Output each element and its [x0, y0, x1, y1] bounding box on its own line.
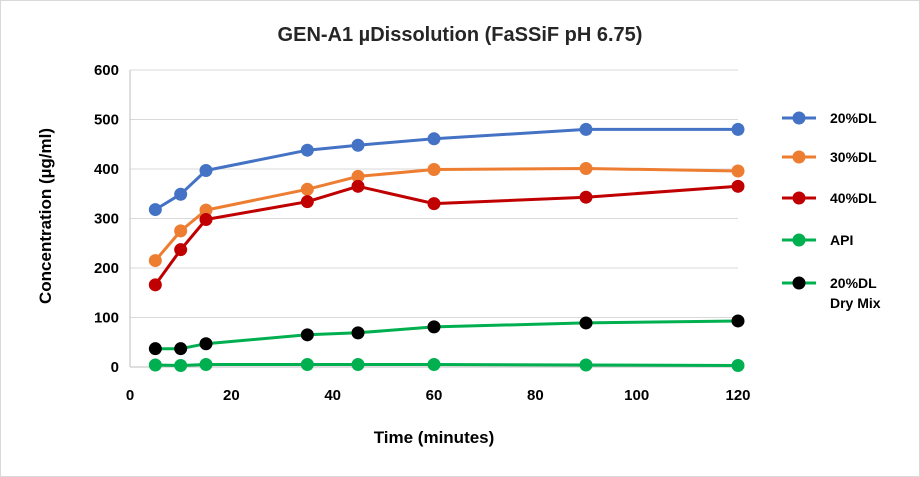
legend: 20%DL 30%DL 40%DL API 20%DL Dry Mix [782, 110, 881, 311]
legend-label: 20%DL [830, 275, 877, 291]
data-point [427, 162, 441, 176]
legend-swatch-marker [792, 111, 806, 125]
data-point [731, 122, 745, 136]
legend-label: Dry Mix [830, 295, 881, 311]
data-point [351, 138, 365, 152]
legend-swatch-marker [792, 150, 806, 164]
data-point [174, 187, 188, 201]
x-tick-label: 60 [426, 387, 443, 404]
y-tick-label: 100 [94, 310, 119, 327]
data-point [579, 162, 593, 176]
data-point [148, 278, 162, 292]
x-tick-label: 0 [126, 387, 134, 404]
data-point [579, 190, 593, 204]
x-tick-label: 40 [324, 387, 341, 404]
data-point [579, 358, 593, 372]
plot-series [148, 122, 745, 373]
y-tick-label: 0 [111, 359, 119, 376]
data-point [300, 182, 314, 196]
series-line [155, 319, 739, 351]
legend-label: API [830, 232, 853, 248]
y-tick-label: 500 [94, 112, 119, 129]
legend-swatch-marker [792, 276, 806, 290]
legend-item: 20%DL Dry Mix [782, 275, 881, 311]
data-point [199, 337, 213, 351]
series-3 [148, 179, 745, 292]
legend-label: 40%DL [830, 190, 877, 206]
data-point [731, 179, 745, 193]
data-point [351, 326, 365, 340]
legend-item: 30%DL [782, 149, 877, 165]
series-line [154, 184, 739, 286]
data-point [148, 358, 162, 372]
data-point [174, 359, 188, 373]
data-point [300, 328, 314, 342]
data-point [148, 254, 162, 268]
data-point [300, 195, 314, 209]
series-line [155, 363, 739, 367]
data-point [427, 197, 441, 211]
x-tick-label: 100 [624, 387, 649, 404]
data-point [199, 358, 213, 372]
x-axis-title: Time (minutes) [373, 428, 495, 447]
y-tick-label: 600 [94, 62, 119, 79]
data-point [427, 358, 441, 372]
data-point [174, 342, 188, 356]
data-point [148, 342, 162, 356]
data-point [174, 224, 188, 238]
x-tick-label: 120 [725, 387, 750, 404]
data-point [199, 212, 213, 226]
data-point [300, 143, 314, 157]
series-5 [148, 314, 745, 356]
legend-label: 30%DL [830, 149, 877, 165]
data-point [579, 316, 593, 330]
data-point [174, 243, 188, 257]
data-point [731, 164, 745, 178]
data-point [351, 179, 365, 193]
y-tick-labels: 0 100 200 300 400 500 600 [94, 62, 119, 376]
x-tick-label: 80 [527, 387, 544, 404]
x-tick-label: 20 [223, 387, 240, 404]
legend-item: 20%DL [782, 110, 877, 126]
data-point [731, 359, 745, 373]
data-point [579, 122, 593, 136]
y-tick-label: 200 [94, 260, 119, 277]
data-point [199, 163, 213, 177]
legend-swatch-marker [792, 233, 806, 247]
data-point [148, 203, 162, 217]
data-point [300, 358, 314, 372]
data-point [351, 358, 365, 372]
chart-title: GEN-A1 µDissolution (FaSSiF pH 6.75) [277, 24, 643, 46]
data-point [427, 320, 441, 334]
y-tick-label: 300 [94, 211, 119, 228]
legend-swatch-marker [792, 191, 806, 205]
legend-item: API [782, 232, 853, 248]
series-4 [148, 358, 745, 373]
data-point [731, 314, 745, 328]
legend-label: 20%DL [830, 110, 877, 126]
series-1 [148, 122, 745, 217]
y-tick-label: 400 [94, 161, 119, 178]
legend-item: 40%DL [782, 190, 877, 206]
x-tick-labels: 0 20 40 60 80 100 120 [126, 387, 751, 404]
data-point [427, 132, 441, 146]
